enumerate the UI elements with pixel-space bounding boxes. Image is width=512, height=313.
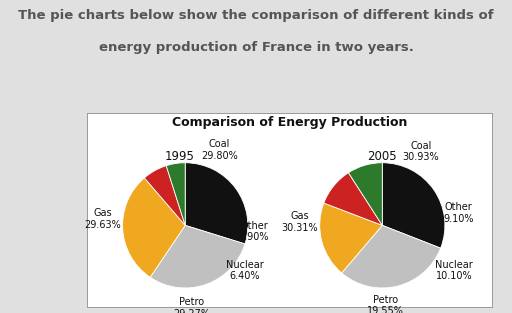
Wedge shape xyxy=(144,166,185,225)
Text: Coal
30.93%: Coal 30.93% xyxy=(403,141,439,162)
Wedge shape xyxy=(150,225,245,288)
Wedge shape xyxy=(122,178,185,277)
Text: Other
9.10%: Other 9.10% xyxy=(443,202,474,224)
Text: Gas
29.63%: Gas 29.63% xyxy=(84,208,121,230)
Text: Petro
19.55%: Petro 19.55% xyxy=(367,295,404,313)
Wedge shape xyxy=(342,225,441,288)
Wedge shape xyxy=(324,173,382,225)
Text: energy production of France in two years.: energy production of France in two years… xyxy=(99,41,413,54)
Wedge shape xyxy=(185,163,248,244)
Text: 2005: 2005 xyxy=(368,150,397,163)
Wedge shape xyxy=(319,203,382,273)
Text: Gas
30.31%: Gas 30.31% xyxy=(282,211,318,233)
Wedge shape xyxy=(382,163,445,248)
Text: The pie charts below show the comparison of different kinds of: The pie charts below show the comparison… xyxy=(18,9,494,23)
Text: Other
4.90%: Other 4.90% xyxy=(239,221,269,243)
Text: 1995: 1995 xyxy=(165,150,195,163)
Text: Coal
29.80%: Coal 29.80% xyxy=(201,139,238,161)
Text: Nuclear
10.10%: Nuclear 10.10% xyxy=(435,259,473,281)
Text: Comparison of Energy Production: Comparison of Energy Production xyxy=(172,116,407,129)
Text: Nuclear
6.40%: Nuclear 6.40% xyxy=(226,259,264,281)
Text: Petro
29.27%: Petro 29.27% xyxy=(173,297,210,313)
Wedge shape xyxy=(349,163,382,225)
Wedge shape xyxy=(166,163,185,225)
